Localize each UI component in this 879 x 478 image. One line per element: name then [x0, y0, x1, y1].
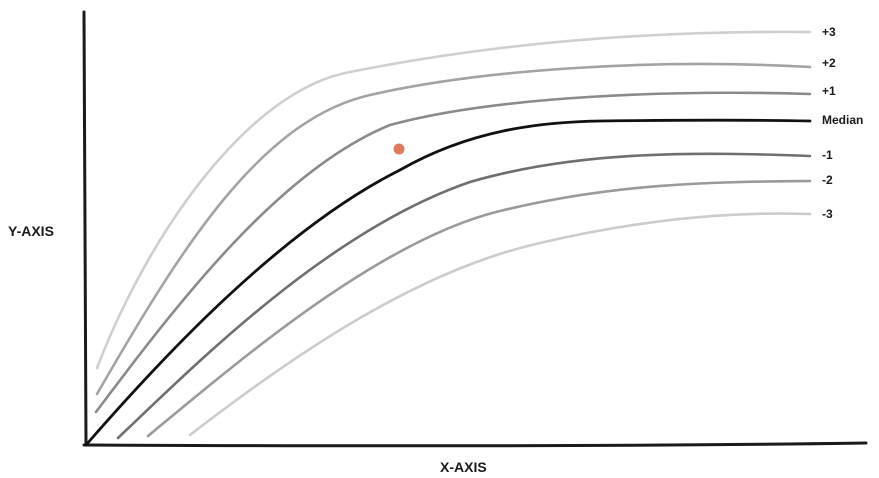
series-line-minus2: [146, 179, 812, 438]
series-line-plus3: [95, 30, 812, 370]
curves-group: [84, 30, 812, 447]
series-label-minus1: -1: [822, 148, 833, 162]
data-point-marker: [393, 143, 405, 155]
series-line-minus3: [188, 212, 812, 437]
series-line-minus1: [116, 152, 812, 440]
y-axis-title: Y-AXIS: [8, 223, 54, 239]
series-label-plus3: +3: [822, 25, 836, 39]
x-axis-title: X-AXIS: [440, 459, 487, 475]
series-label-plus2: +2: [822, 56, 836, 70]
axes: [82, 10, 868, 448]
series-label-minus2: -2: [822, 173, 833, 187]
series-label-plus1: +1: [822, 84, 836, 98]
series-label-minus3: -3: [822, 207, 833, 221]
x-axis-line: [82, 441, 868, 448]
labels-group: +3 +2 +1 Median -1 -2 -3: [822, 25, 863, 221]
series-line-plus1: [94, 91, 812, 414]
series-line-median: [84, 118, 812, 447]
series-label-median: Median: [822, 113, 863, 127]
y-axis-line: [82, 10, 88, 447]
series-line-plus2: [95, 62, 812, 396]
